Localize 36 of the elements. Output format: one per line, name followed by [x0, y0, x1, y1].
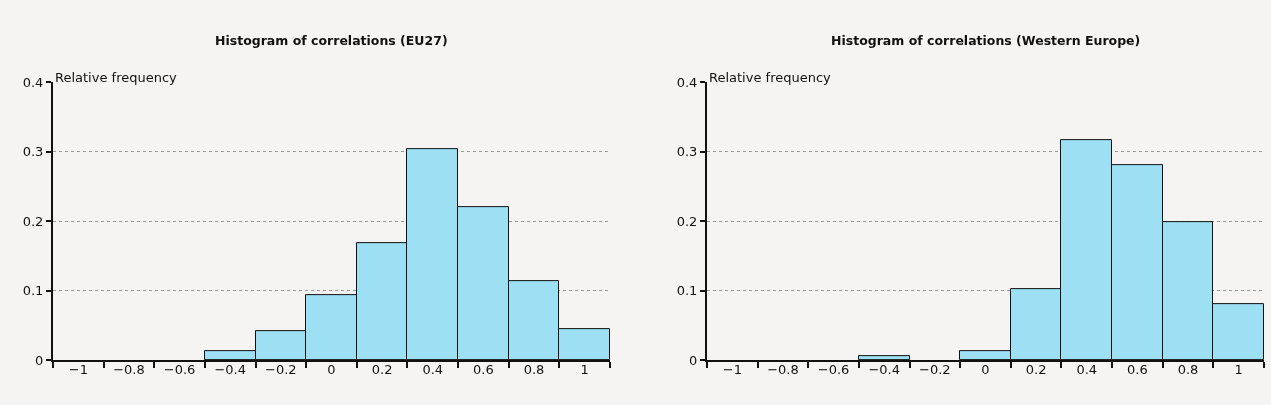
y-tick-label: 0.4 [22, 74, 44, 90]
chart-title: Histogram of correlations (Western Europe) [831, 33, 1141, 48]
x-tick-label: 0 [981, 362, 990, 378]
y-tick-label: 0.3 [676, 144, 698, 160]
y-tick-label: 0.3 [22, 144, 44, 160]
y-tick-label: 0.1 [22, 283, 44, 299]
y-tick-label: 0 [689, 352, 698, 368]
y-axis-title: Relative frequency [709, 70, 832, 85]
x-tick-label: 0.8 [523, 362, 545, 378]
y-axis-title: Relative frequency [55, 70, 178, 85]
y-tick-label: 0.1 [676, 283, 698, 299]
x-tick-label: 0.6 [473, 362, 494, 378]
chart-title: Histogram of correlations (EU27) [215, 33, 448, 48]
x-tick-label: −0.2 [265, 362, 297, 378]
x-tick-label: 0.4 [422, 362, 444, 378]
x-tick-label: −0.2 [919, 362, 951, 378]
x-tick-label: 0 [327, 362, 336, 378]
x-tick-label: −0.4 [214, 362, 247, 378]
x-tick-label: −0.4 [868, 362, 901, 378]
x-tick-label: −0.8 [767, 362, 799, 378]
x-tick-label: −0.8 [113, 362, 145, 378]
x-tick-label: 0.4 [1076, 362, 1098, 378]
x-tick-label: −1 [68, 362, 88, 378]
y-tick-label: 0.2 [22, 213, 44, 229]
x-tick-label: 0.2 [1025, 362, 1047, 378]
x-tick-label: −0.6 [817, 362, 850, 378]
x-tick-label: 0.2 [371, 362, 393, 378]
y-tick-label: 0 [35, 352, 44, 368]
x-tick-label: 0.6 [1127, 362, 1148, 378]
x-tick-label: −0.6 [163, 362, 196, 378]
x-tick-label: −1 [722, 362, 742, 378]
x-tick-label: 1 [580, 362, 589, 378]
x-tick-label: 0.8 [1177, 362, 1199, 378]
x-tick-label: 1 [1234, 362, 1243, 378]
y-tick-label: 0.2 [676, 213, 698, 229]
y-tick-label: 0.4 [676, 74, 698, 90]
